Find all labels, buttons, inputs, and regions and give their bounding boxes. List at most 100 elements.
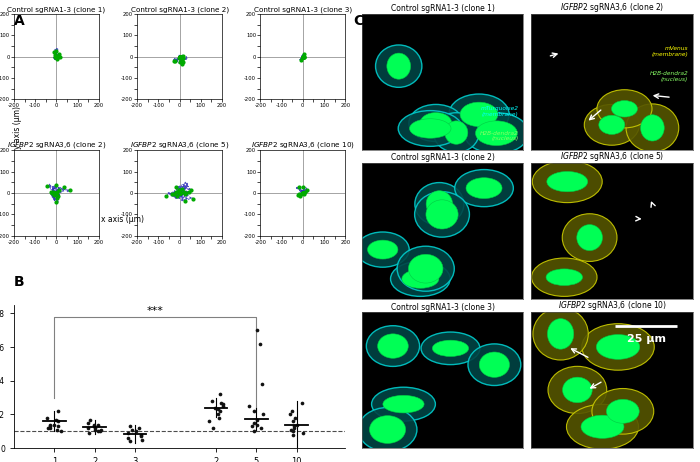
Point	[214, 414, 225, 421]
Point	[44, 423, 55, 430]
Title: Control sgRNA1-3 (clone 2): Control sgRNA1-3 (clone 2)	[130, 6, 229, 12]
Point	[125, 438, 136, 445]
Point	[89, 424, 100, 432]
Point	[251, 416, 262, 423]
Ellipse shape	[420, 113, 452, 134]
Point	[248, 419, 259, 426]
Ellipse shape	[375, 45, 422, 87]
Ellipse shape	[581, 415, 624, 438]
Point	[214, 390, 225, 398]
Point	[133, 424, 144, 432]
Point	[136, 436, 148, 444]
Point	[246, 423, 258, 430]
Point	[42, 414, 53, 421]
Ellipse shape	[397, 246, 454, 291]
Ellipse shape	[433, 340, 468, 357]
Point	[217, 402, 228, 410]
Point	[214, 407, 225, 415]
Ellipse shape	[466, 178, 502, 199]
Point	[52, 426, 63, 433]
Ellipse shape	[563, 377, 592, 403]
Ellipse shape	[426, 200, 458, 229]
Point	[43, 424, 54, 432]
Ellipse shape	[531, 258, 597, 297]
Ellipse shape	[402, 269, 439, 288]
Ellipse shape	[566, 404, 638, 449]
Ellipse shape	[358, 407, 417, 451]
Point	[45, 421, 56, 428]
Point	[55, 428, 66, 435]
Point	[96, 426, 107, 433]
Title: $\it{IGFBP2}$ sgRNA3,6 (clone 5): $\it{IGFBP2}$ sgRNA3,6 (clone 5)	[130, 140, 229, 150]
Point	[50, 416, 62, 423]
Point	[288, 418, 299, 425]
Ellipse shape	[640, 115, 664, 141]
Title: $\it{IGFBP2}$ sgRNA3,6 (clone 10): $\it{IGFBP2}$ sgRNA3,6 (clone 10)	[558, 299, 667, 312]
Title: $\it{IGFBP2}$ sgRNA3,6 (clone 2): $\it{IGFBP2}$ sgRNA3,6 (clone 2)	[7, 140, 106, 150]
Point	[204, 418, 215, 425]
Ellipse shape	[391, 261, 450, 297]
Ellipse shape	[464, 113, 528, 154]
Point	[215, 399, 226, 407]
Title: Control sgRNA1-3 (clone 3): Control sgRNA1-3 (clone 3)	[391, 303, 495, 312]
Title: Control sgRNA1-3 (clone 2): Control sgRNA1-3 (clone 2)	[391, 153, 494, 162]
Title: $\it{IGFBP2}$ sgRNA3,6 (clone 2): $\it{IGFBP2}$ sgRNA3,6 (clone 2)	[560, 1, 664, 14]
Point	[52, 423, 64, 430]
Point	[94, 428, 106, 435]
Point	[288, 424, 300, 432]
Point	[126, 426, 137, 433]
Ellipse shape	[408, 255, 443, 283]
Ellipse shape	[546, 269, 582, 286]
Ellipse shape	[415, 182, 464, 225]
Ellipse shape	[598, 116, 625, 134]
Point	[298, 429, 309, 437]
Point	[217, 401, 228, 408]
Ellipse shape	[410, 119, 451, 138]
Point	[296, 399, 307, 407]
Point	[248, 428, 260, 435]
Point	[210, 404, 221, 412]
Point	[207, 424, 218, 432]
Text: H2B-dendra2
(nucleus): H2B-dendra2 (nucleus)	[650, 71, 688, 82]
Point	[52, 418, 64, 425]
Ellipse shape	[468, 344, 521, 385]
Point	[292, 421, 303, 428]
Ellipse shape	[444, 121, 468, 144]
Point	[244, 402, 255, 410]
Ellipse shape	[426, 191, 452, 217]
Text: y axis (μm): y axis (μm)	[13, 105, 22, 149]
Text: x axis (μm): x axis (μm)	[101, 215, 144, 224]
Title: Control sgRNA1-3 (clone 1): Control sgRNA1-3 (clone 1)	[391, 4, 494, 13]
Point	[136, 431, 147, 438]
Text: ***: ***	[147, 306, 164, 316]
Point	[289, 414, 300, 421]
Ellipse shape	[606, 399, 639, 423]
Ellipse shape	[387, 53, 411, 79]
Point	[88, 423, 99, 430]
Point	[92, 421, 104, 428]
Text: 25 μm: 25 μm	[626, 334, 666, 344]
Ellipse shape	[626, 104, 679, 152]
Point	[288, 428, 299, 435]
Point	[83, 429, 94, 437]
Ellipse shape	[449, 94, 509, 135]
Point	[92, 428, 104, 435]
Point	[251, 421, 262, 428]
Ellipse shape	[562, 214, 617, 261]
Ellipse shape	[368, 240, 398, 259]
Ellipse shape	[584, 104, 639, 145]
Text: C: C	[354, 14, 364, 28]
Point	[122, 434, 134, 442]
Ellipse shape	[414, 192, 470, 237]
Ellipse shape	[548, 366, 607, 413]
Ellipse shape	[597, 90, 652, 128]
Point	[125, 423, 136, 430]
Ellipse shape	[592, 389, 654, 434]
Point	[286, 426, 297, 433]
Ellipse shape	[532, 161, 602, 203]
Ellipse shape	[372, 387, 435, 421]
Text: mVenus
(membrane): mVenus (membrane)	[652, 47, 688, 57]
Ellipse shape	[533, 308, 588, 360]
Point	[52, 407, 64, 415]
Title: $\it{IGFBP2}$ sgRNA3,6 (clone 10): $\it{IGFBP2}$ sgRNA3,6 (clone 10)	[251, 140, 355, 150]
